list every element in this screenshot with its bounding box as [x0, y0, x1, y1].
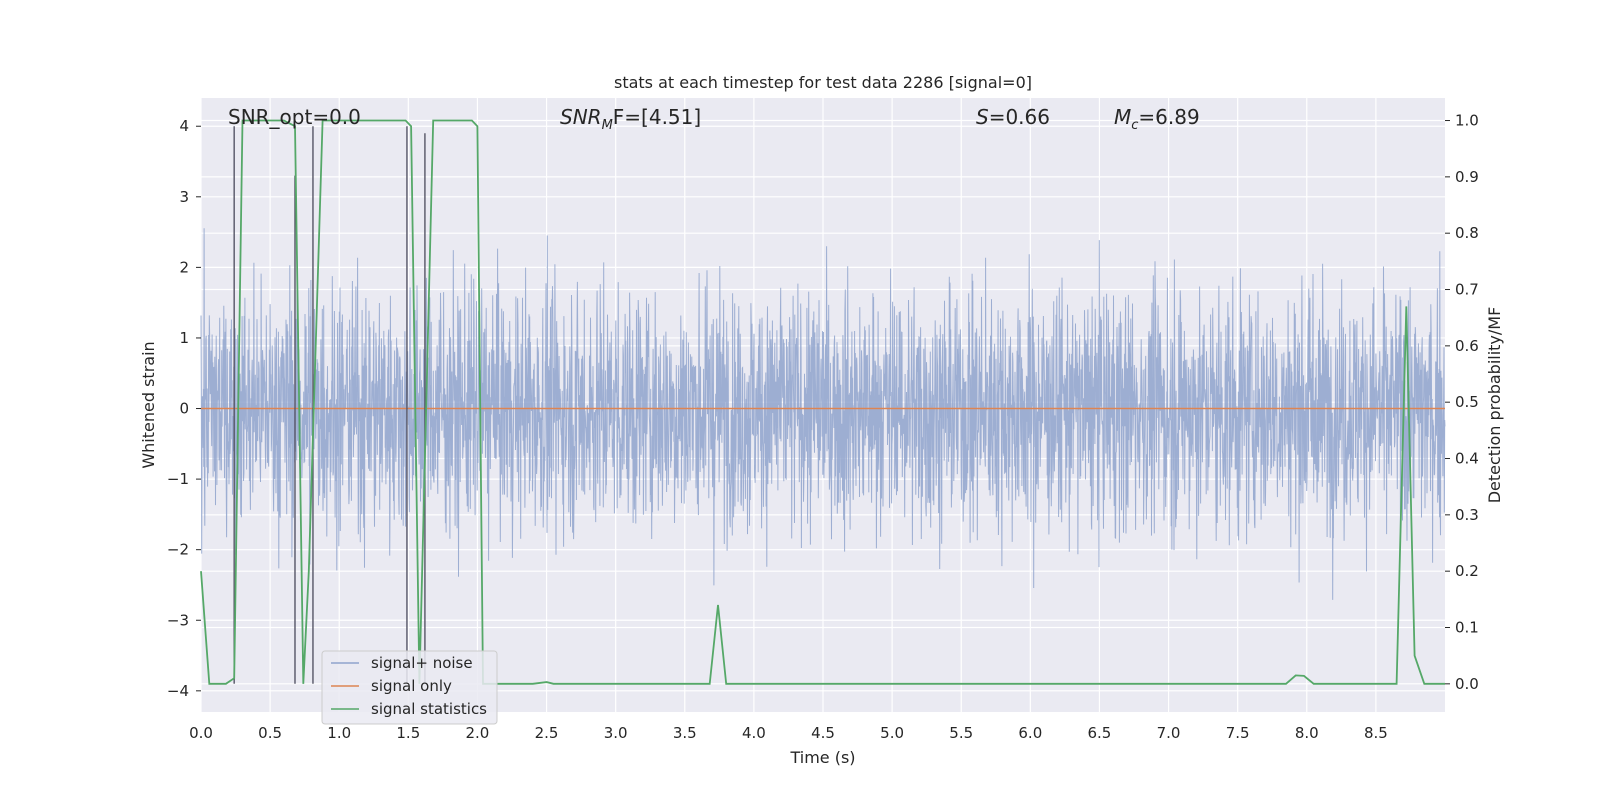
legend-label-signal-noise: signal+ noise: [371, 654, 473, 672]
mc-annotation: Mc=6.89: [1114, 105, 1200, 133]
x-axis-label: Time (s): [789, 748, 855, 767]
x-tick-label: 3.0: [604, 724, 628, 742]
y-left-tick-label: −3: [167, 611, 189, 629]
y-right-tick-label: 1.0: [1455, 112, 1479, 130]
snr-opt-annotation: SNR_opt=0.0: [228, 105, 361, 129]
y-right-tick-label: 0.1: [1455, 619, 1479, 637]
y-left-tick-label: 2: [179, 258, 189, 276]
legend-label-signal-statistics: signal statistics: [371, 700, 487, 718]
y-right-tick-label: 0.6: [1455, 337, 1479, 355]
legend-box: [321, 650, 498, 725]
signal-noise-series: [200, 228, 1446, 600]
y-left-tick-label: 4: [179, 117, 189, 135]
y-left-tick-label: 0: [179, 400, 189, 418]
detection-marker-lines: [233, 126, 426, 684]
x-tick-label: 5.0: [880, 724, 904, 742]
y-right-tick-label: 0.7: [1455, 281, 1479, 299]
y-left-tick-label: −4: [167, 682, 189, 700]
y-axis-label-left: Whitened strain: [139, 341, 158, 468]
s-annotation: S=0.66: [976, 105, 1050, 129]
y-left-tick-label: −1: [167, 470, 189, 488]
y-right-tick-label: 0.9: [1455, 168, 1479, 186]
y-right-tick-label: 0.2: [1455, 562, 1479, 580]
x-tick-label: 2.0: [466, 724, 490, 742]
y-left-tick-label: 3: [179, 188, 189, 206]
legend-label-signal-only: signal only: [371, 677, 452, 695]
y-left-tick-label: −2: [167, 541, 189, 559]
x-tick-label: 5.5: [949, 724, 973, 742]
x-tick-label: 1.0: [327, 724, 351, 742]
x-tick-label: 1.5: [396, 724, 420, 742]
x-tick-label: 6.0: [1018, 724, 1042, 742]
y-axis-label-right: Detection probability/MF: [1485, 307, 1504, 504]
signal-noise-line: [200, 228, 1446, 600]
x-tick-label: 8.0: [1295, 724, 1319, 742]
chart-title: stats at each timestep for test data 228…: [614, 73, 1032, 92]
y-right-tick-label: 0.3: [1455, 506, 1479, 524]
y-left-tick-label: 1: [179, 329, 189, 347]
x-tick-label: 2.5: [535, 724, 559, 742]
x-tick-label: 7.5: [1226, 724, 1250, 742]
x-tick-label: 3.5: [673, 724, 697, 742]
x-tick-label: 0.5: [258, 724, 282, 742]
x-tick-label: 7.0: [1157, 724, 1181, 742]
x-tick-label: 6.5: [1088, 724, 1112, 742]
snr-mf-annotation: SNRMF=[4.51]: [560, 105, 701, 133]
x-tick-label: 4.0: [742, 724, 766, 742]
y-right-tick-label: 0.5: [1455, 393, 1479, 411]
legend: signal+ noise signal only signal statist…: [321, 650, 498, 725]
y-right-tick-label: 0.4: [1455, 450, 1479, 468]
x-tick-label: 0.0: [189, 724, 213, 742]
x-tick-labels: 0.0 0.5 1.0 1.5 2.0 2.5 3.0 3.5 4.0 4.5 5.0 5.5 6.0 6…: [189, 724, 1388, 742]
y-right-tick-label: 0.0: [1455, 675, 1479, 693]
y-right-tick-label: 0.8: [1455, 224, 1479, 242]
y-left-tick-labels: 4 3 2 1 0 −1 −2 −3 −4: [167, 117, 201, 700]
x-tick-label: 4.5: [811, 724, 835, 742]
x-tick-label: 8.5: [1364, 724, 1388, 742]
y-right-tick-labels: 1.0 0.9 0.8 0.7 0.6 0.5 0.4 0.3 0.2 0.1 0.0: [1445, 112, 1479, 693]
